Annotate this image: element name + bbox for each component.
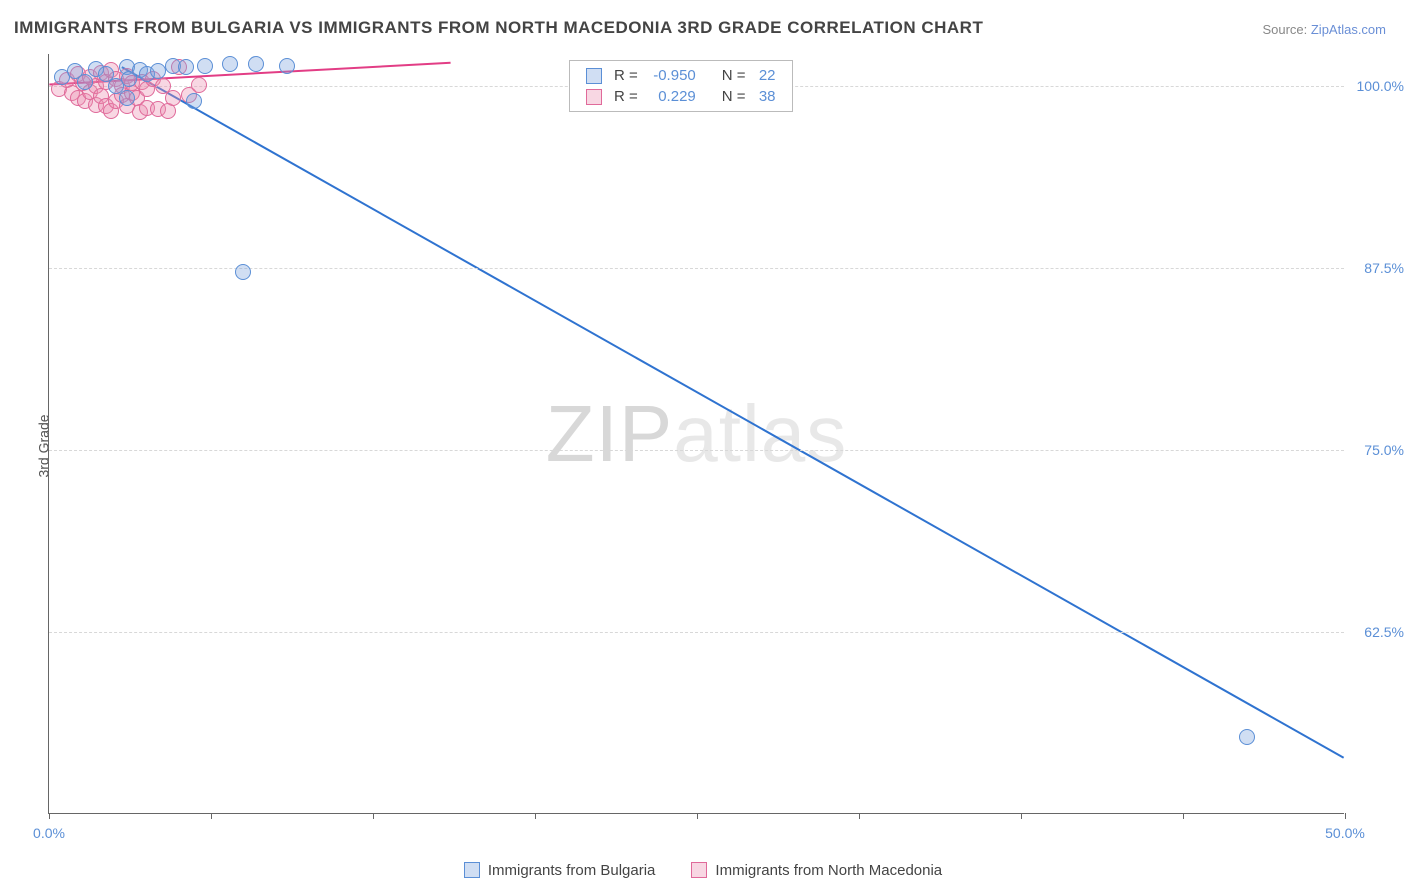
legend-label: Immigrants from North Macedonia xyxy=(715,862,942,879)
scatter-point xyxy=(235,264,251,280)
x-tick xyxy=(1183,813,1184,819)
legend-n-label: N = xyxy=(716,65,752,86)
regression-lines-layer xyxy=(49,54,1344,813)
legend-swatch xyxy=(586,68,602,84)
legend-r-label: R = xyxy=(608,86,644,107)
watermark-zip: ZIP xyxy=(546,389,673,478)
scatter-point xyxy=(77,74,93,90)
gridline xyxy=(49,632,1344,633)
x-tick xyxy=(373,813,374,819)
legend-swatch xyxy=(691,862,707,878)
x-tick xyxy=(697,813,698,819)
chart-title: IMMIGRANTS FROM BULGARIA VS IMMIGRANTS F… xyxy=(14,18,983,38)
x-tick xyxy=(535,813,536,819)
legend-item: Immigrants from North Macedonia xyxy=(691,862,942,879)
legend-bottom: Immigrants from Bulgaria Immigrants from … xyxy=(0,862,1406,883)
legend-r-value: 0.229 xyxy=(644,86,702,107)
scatter-point xyxy=(186,93,202,109)
legend-item: Immigrants from Bulgaria xyxy=(464,862,656,879)
gridline xyxy=(49,450,1344,451)
source-attribution: Source: ZipAtlas.com xyxy=(1262,22,1386,37)
y-tick-label: 100.0% xyxy=(1348,78,1404,94)
scatter-point xyxy=(191,77,207,93)
regression-line xyxy=(122,67,1344,758)
x-tick xyxy=(1345,813,1346,819)
legend-label: Immigrants from Bulgaria xyxy=(488,862,656,879)
y-tick-label: 87.5% xyxy=(1348,260,1404,276)
stats-legend: R =-0.950 N =22 R =0.229 N =38 xyxy=(569,60,793,112)
legend-r-label: R = xyxy=(608,65,644,86)
legend-n-value: 38 xyxy=(752,86,782,107)
x-tick-label: 0.0% xyxy=(33,825,65,841)
scatter-point xyxy=(165,90,181,106)
legend-swatch xyxy=(464,862,480,878)
source-link[interactable]: ZipAtlas.com xyxy=(1311,22,1386,37)
scatter-point xyxy=(197,58,213,74)
legend-n-label: N = xyxy=(716,86,752,107)
watermark-atlas: atlas xyxy=(673,389,847,478)
plot-area: ZIPatlas 62.5%75.0%87.5%100.0%0.0%50.0%R… xyxy=(48,54,1344,814)
scatter-point xyxy=(248,56,264,72)
legend-swatch xyxy=(586,89,602,105)
y-tick-label: 62.5% xyxy=(1348,624,1404,640)
scatter-point xyxy=(279,58,295,74)
scatter-point xyxy=(1239,729,1255,745)
watermark: ZIPatlas xyxy=(546,388,847,480)
x-tick xyxy=(1021,813,1022,819)
x-tick-label: 50.0% xyxy=(1325,825,1365,841)
chart-container: IMMIGRANTS FROM BULGARIA VS IMMIGRANTS F… xyxy=(0,0,1406,892)
scatter-point xyxy=(150,63,166,79)
x-tick xyxy=(49,813,50,819)
scatter-point xyxy=(119,90,135,106)
legend-r-value: -0.950 xyxy=(644,65,702,86)
y-tick-label: 75.0% xyxy=(1348,442,1404,458)
scatter-point xyxy=(222,56,238,72)
source-prefix: Source: xyxy=(1262,22,1310,37)
legend-n-value: 22 xyxy=(752,65,782,86)
x-tick xyxy=(211,813,212,819)
x-tick xyxy=(859,813,860,819)
scatter-point xyxy=(178,59,194,75)
